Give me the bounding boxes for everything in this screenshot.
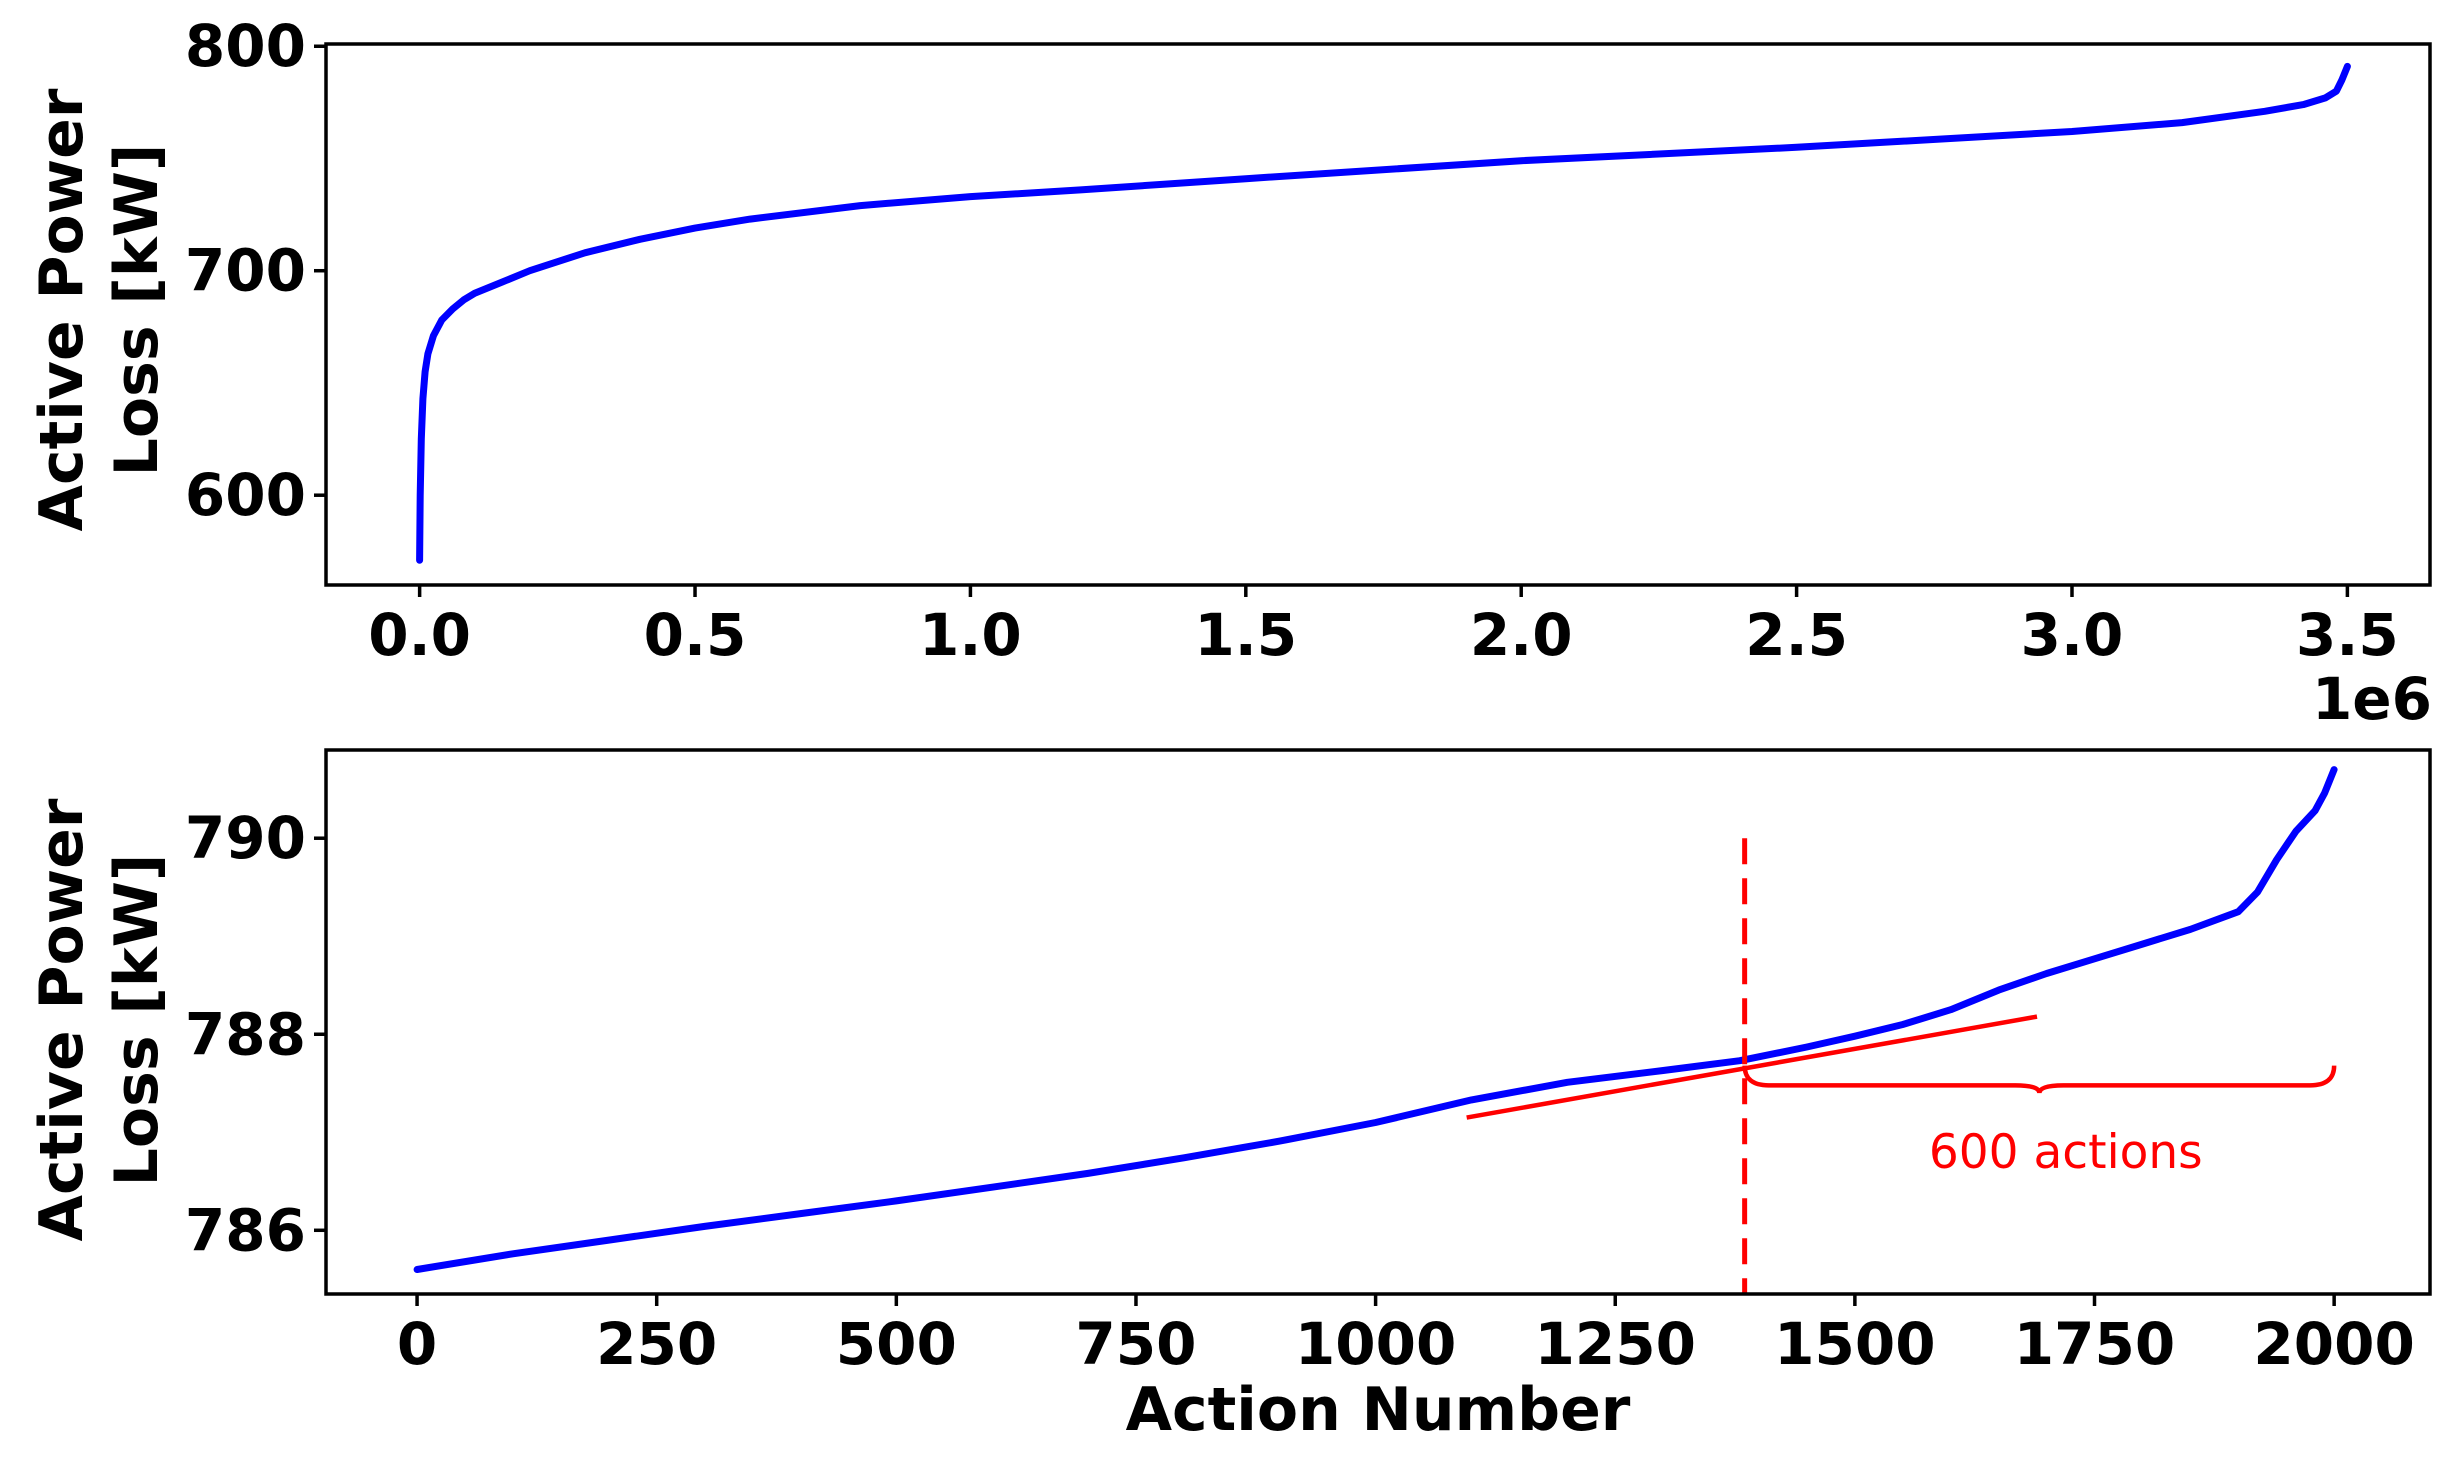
top-x-tick-label: 2.0 <box>1470 601 1573 669</box>
top-y-ticks: 600 700 800 <box>185 12 326 529</box>
bottom-annotations: 600 actions <box>1466 838 2337 1294</box>
top-x-tick-label: 3.5 <box>2296 601 2399 669</box>
bottom-x-tick-label: 1750 <box>2014 1310 2175 1378</box>
top-x-tick-label: 1.0 <box>919 601 1022 669</box>
bottom-x-axis-label: Action Number <box>1126 1375 1631 1445</box>
top-x-tick-label: 0.0 <box>368 601 471 669</box>
top-chart-panel: Active Power Loss [kW] 600 700 800 0.0 0.5 1… <box>27 12 2432 733</box>
top-y-tick-label: 800 <box>185 12 306 80</box>
brace-annotation-label: 600 actions <box>1929 1125 2203 1180</box>
bottom-series-line-0 <box>413 766 2338 1273</box>
bottom-y-tick-label: 790 <box>185 804 306 872</box>
top-series-line-0 <box>416 62 2351 564</box>
bottom-y-tick-label: 786 <box>185 1196 306 1264</box>
top-y-axis-label-line1: Active Power <box>27 88 97 531</box>
bottom-x-ticks: 0 250 500 750 1000 1250 1500 1750 2000 <box>397 1294 2415 1378</box>
trend-line <box>1466 1014 2038 1120</box>
top-series-group <box>416 62 2351 564</box>
top-y-axis-label-line2: Loss [kW] <box>102 144 172 477</box>
bottom-y-tick-label: 788 <box>185 1000 306 1068</box>
bottom-series-group <box>413 766 2338 1273</box>
bottom-x-tick-label: 1500 <box>1774 1310 1935 1378</box>
top-y-axis-label: Active Power Loss [kW] <box>27 88 172 531</box>
bottom-x-tick-label: 750 <box>1075 1310 1196 1378</box>
bottom-y-axis-label: Active Power Loss [kW] <box>27 798 172 1241</box>
top-x-tick-label: 0.5 <box>644 601 747 669</box>
bottom-x-tick-label: 2000 <box>2253 1310 2414 1378</box>
bottom-y-axis-label-line2: Loss [kW] <box>102 854 172 1187</box>
top-x-tick-label: 1.5 <box>1194 601 1297 669</box>
bottom-x-tick-label: 1250 <box>1535 1310 1696 1378</box>
bottom-plot-frame <box>324 748 2432 1296</box>
bottom-y-axis-label-line1: Active Power <box>27 798 97 1241</box>
top-x-tick-label: 3.0 <box>2021 601 2124 669</box>
bottom-x-tick-label: 1000 <box>1295 1310 1456 1378</box>
bottom-y-ticks: 786 788 790 <box>185 804 326 1264</box>
bottom-x-tick-label: 0 <box>397 1310 437 1378</box>
bottom-x-tick-label: 500 <box>836 1310 957 1378</box>
top-x-tick-label: 2.5 <box>1745 601 1848 669</box>
top-x-ticks: 0.0 0.5 1.0 1.5 2.0 2.5 3.0 3.5 <box>368 585 2399 669</box>
top-y-tick-label: 700 <box>185 237 306 305</box>
top-x-offset-label: 1e6 <box>2312 665 2432 733</box>
top-plot-frame <box>324 42 2432 587</box>
bottom-chart-panel: Active Power Loss [kW] 786 788 790 0 250 500… <box>27 748 2432 1445</box>
curly-brace <box>1742 1065 2337 1094</box>
top-y-tick-label: 600 <box>185 461 306 529</box>
bottom-x-tick-label: 250 <box>596 1310 717 1378</box>
